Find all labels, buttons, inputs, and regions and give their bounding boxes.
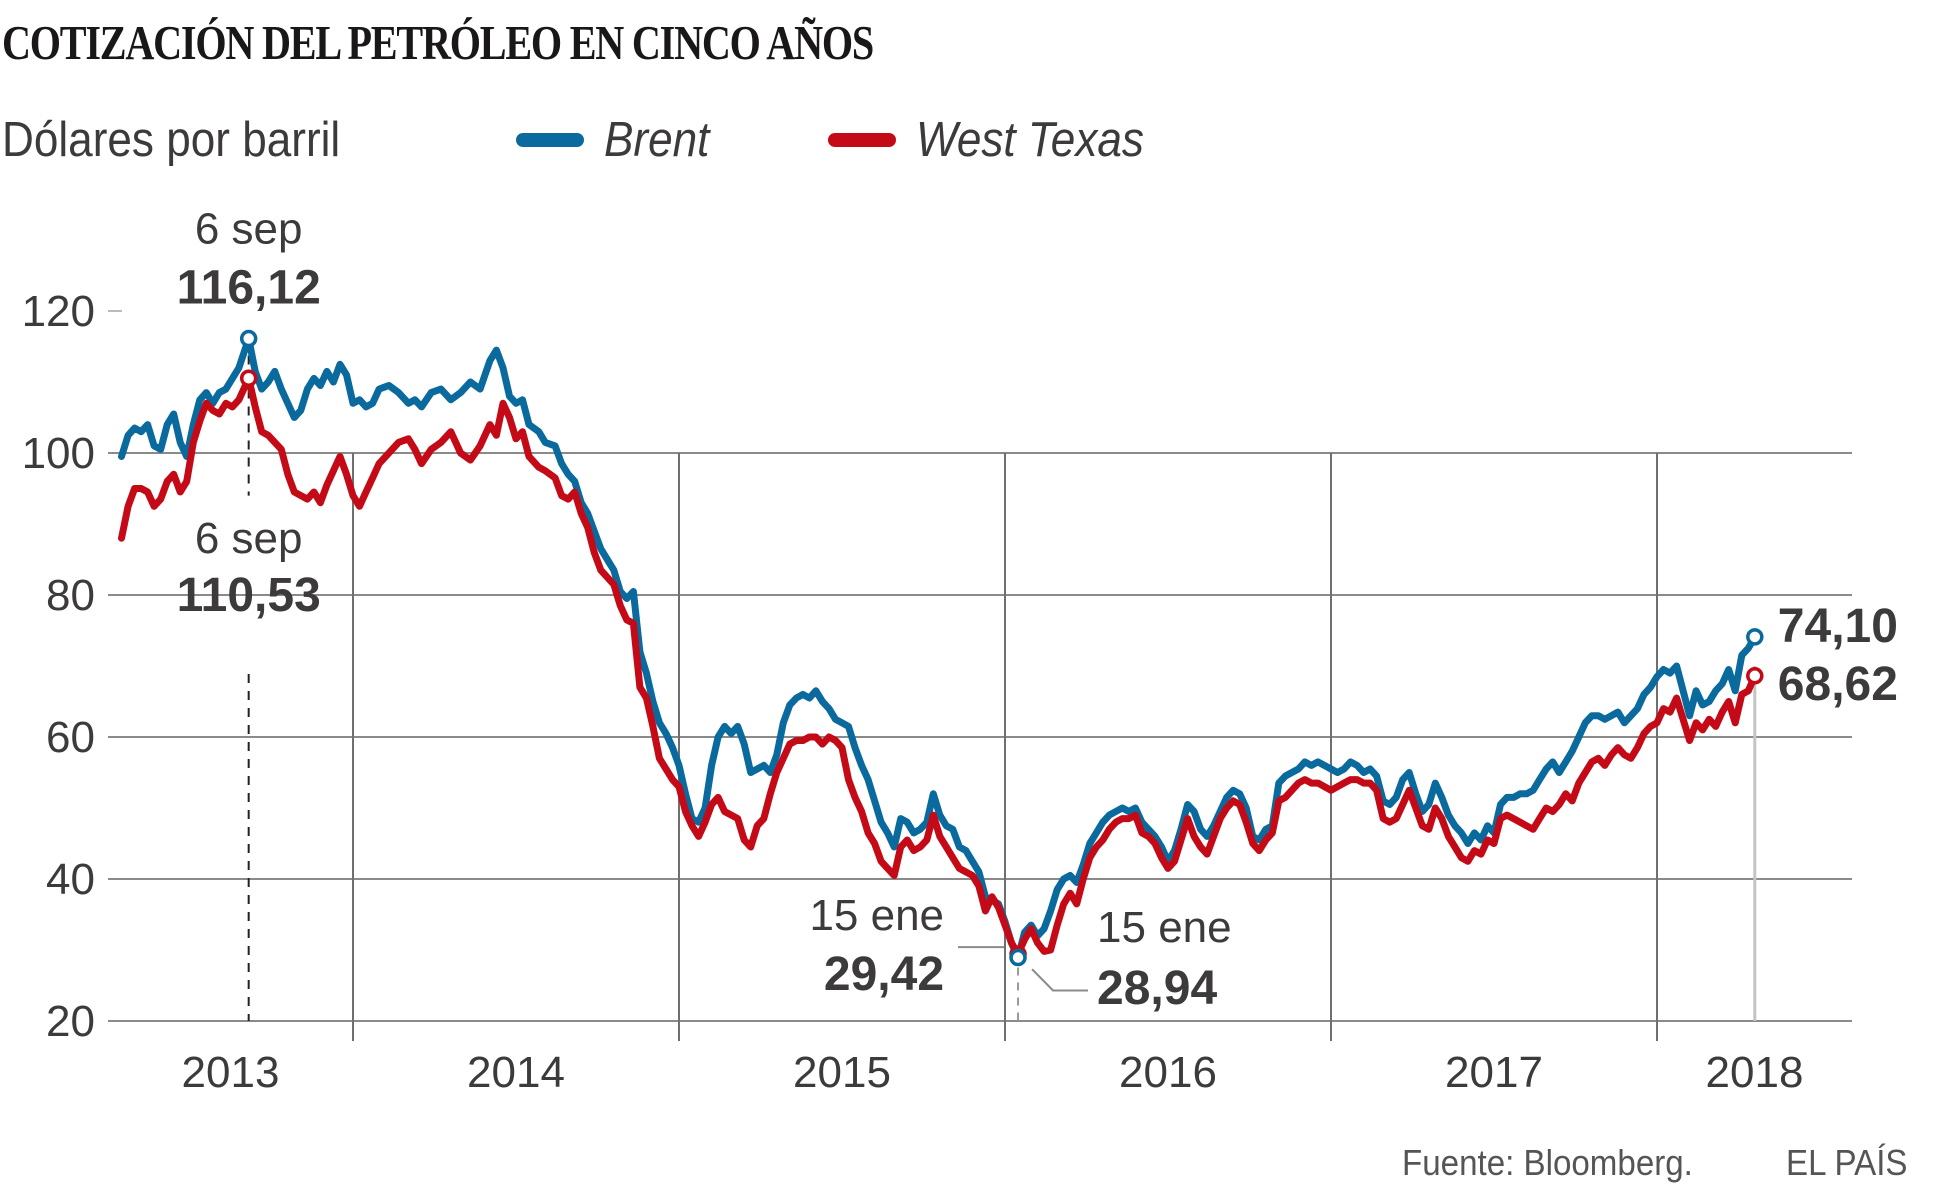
annotation-value-label: 110,53	[177, 569, 321, 622]
annotation-marker	[1746, 667, 1764, 685]
annotation-value-label: 116,12	[177, 262, 321, 315]
x-tick-label: 2015	[793, 1048, 891, 1097]
annotation-marker	[239, 329, 258, 348]
y-tick-label: 100	[22, 429, 95, 478]
annotation-markers	[239, 329, 1764, 967]
annotation-value-label: 28,94	[1097, 962, 1217, 1015]
legend-swatch-west-texas	[828, 133, 896, 147]
annotation-date-label: 15 ene	[809, 891, 944, 940]
x-tick-label: 2018	[1706, 1048, 1804, 1097]
grid-layer	[108, 310, 1852, 1041]
x-tick-label: 2014	[467, 1048, 565, 1097]
source-note: Fuente: Bloomberg.	[1402, 1142, 1693, 1183]
legend-item-west-texas: West Texas	[828, 112, 1169, 168]
axis-layer: 20 40 60 80 100 120 2013 2014 2015 2016 2017 2018	[22, 287, 1804, 1097]
annotation-value-label: 68,62	[1778, 658, 1898, 711]
annotation-leaders	[247, 338, 1089, 1021]
series-layer	[118, 335, 1759, 961]
x-tick-label: 2017	[1445, 1048, 1543, 1097]
y-tick-label: 80	[46, 571, 95, 620]
x-tick-label: 2013	[182, 1048, 280, 1097]
series-line-west-texas	[118, 374, 1759, 958]
chart-title: COTIZACIÓN DEL PETRÓLEO EN CINCO AÑOS	[2, 15, 874, 70]
legend-label-west-texas: West Texas	[916, 113, 1144, 167]
series-line-brent	[118, 335, 1759, 961]
publisher-logo-text: EL PAÍS	[1786, 1142, 1908, 1183]
annotation-marker	[1009, 948, 1027, 967]
y-tick-label: 40	[46, 855, 95, 904]
annotation-value-label: 74,10	[1778, 600, 1898, 653]
y-tick-label: 20	[46, 997, 95, 1046]
legend-item-brent: Brent	[516, 112, 721, 168]
annotation-date-label: 6 sep	[195, 514, 303, 563]
annotation-date-label: 6 sep	[195, 205, 303, 254]
y-tick-label: 60	[46, 713, 95, 762]
annotation-labels: 6 sep 116,12 6 sep 110,53 15 ene 29,42 15 ene 2…	[177, 205, 1898, 1015]
leader-28-94	[1031, 968, 1089, 992]
legend-swatch-brent	[516, 133, 584, 147]
annotation-value-label: 29,42	[824, 948, 944, 1001]
annotation-date-label: 15 ene	[1097, 903, 1232, 952]
y-axis-unit-label: Dólares por barril	[2, 113, 341, 167]
y-tick-label: 120	[22, 287, 95, 336]
annotation-marker	[1746, 628, 1764, 646]
annotation-marker	[239, 369, 258, 387]
legend-label-brent: Brent	[604, 113, 710, 167]
x-tick-label: 2016	[1119, 1048, 1217, 1097]
